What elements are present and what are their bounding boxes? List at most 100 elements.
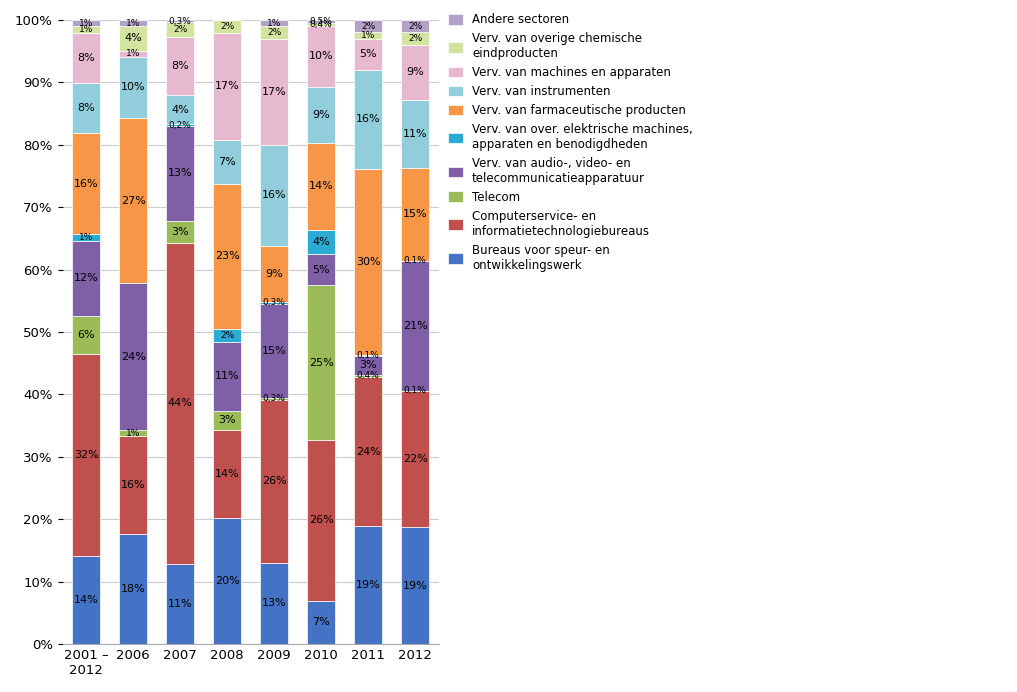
- Bar: [354, 377, 382, 526]
- Bar: [119, 430, 147, 436]
- Text: 9%: 9%: [407, 67, 424, 78]
- Bar: [401, 100, 429, 168]
- Bar: [166, 37, 194, 95]
- Text: 11%: 11%: [168, 599, 192, 609]
- Text: 0,5%: 0,5%: [310, 17, 333, 26]
- Text: 32%: 32%: [73, 450, 99, 460]
- Bar: [72, 134, 101, 235]
- Bar: [72, 83, 101, 134]
- Text: 23%: 23%: [215, 251, 240, 262]
- Text: 26%: 26%: [309, 516, 334, 525]
- Bar: [354, 39, 382, 70]
- Bar: [354, 20, 382, 33]
- Bar: [119, 51, 147, 57]
- Text: 19%: 19%: [403, 581, 427, 590]
- Bar: [72, 316, 101, 354]
- Text: 1%: 1%: [361, 31, 375, 40]
- Bar: [401, 33, 429, 45]
- Bar: [307, 601, 336, 644]
- Text: 8%: 8%: [77, 53, 95, 63]
- Bar: [354, 374, 382, 377]
- Bar: [307, 143, 336, 230]
- Bar: [307, 23, 336, 26]
- Bar: [401, 168, 429, 260]
- Text: 1%: 1%: [126, 19, 140, 28]
- Bar: [72, 241, 101, 316]
- Text: 4%: 4%: [124, 33, 142, 44]
- Text: 2%: 2%: [408, 21, 422, 30]
- Text: 9%: 9%: [312, 110, 331, 120]
- Bar: [72, 33, 101, 83]
- Bar: [213, 518, 241, 644]
- Text: 15%: 15%: [403, 209, 427, 219]
- Bar: [260, 302, 288, 304]
- Bar: [119, 26, 147, 51]
- Bar: [72, 235, 101, 241]
- Bar: [213, 184, 241, 329]
- Text: 15%: 15%: [261, 346, 287, 356]
- Text: 44%: 44%: [168, 398, 192, 408]
- Bar: [166, 95, 194, 125]
- Bar: [307, 20, 336, 23]
- Bar: [260, 26, 288, 39]
- Bar: [119, 283, 147, 430]
- Text: 1%: 1%: [79, 233, 94, 242]
- Text: 0,4%: 0,4%: [310, 20, 333, 29]
- Text: 3%: 3%: [219, 415, 236, 426]
- Text: 13%: 13%: [168, 168, 192, 179]
- Text: 4%: 4%: [312, 237, 331, 247]
- Bar: [213, 430, 241, 518]
- Text: 11%: 11%: [215, 371, 239, 381]
- Text: 1%: 1%: [267, 19, 282, 28]
- Text: 1%: 1%: [126, 428, 140, 437]
- Text: 4%: 4%: [171, 104, 189, 115]
- Text: 25%: 25%: [309, 358, 334, 367]
- Bar: [354, 169, 382, 356]
- Text: 7%: 7%: [312, 617, 331, 628]
- Text: 5%: 5%: [312, 265, 331, 275]
- Bar: [401, 45, 429, 100]
- Bar: [119, 57, 147, 118]
- Text: 11%: 11%: [403, 129, 427, 139]
- Bar: [166, 221, 194, 243]
- Bar: [119, 118, 147, 283]
- Bar: [213, 140, 241, 184]
- Text: 7%: 7%: [219, 157, 236, 167]
- Text: 0,2%: 0,2%: [169, 120, 191, 129]
- Text: 2%: 2%: [220, 22, 234, 31]
- Bar: [166, 125, 194, 126]
- Bar: [166, 564, 194, 644]
- Text: 1%: 1%: [79, 19, 94, 28]
- Text: 10%: 10%: [309, 51, 334, 62]
- Bar: [260, 563, 288, 644]
- Bar: [213, 20, 241, 33]
- Bar: [260, 246, 288, 302]
- Bar: [354, 356, 382, 374]
- Text: 2%: 2%: [267, 28, 282, 37]
- Text: 17%: 17%: [261, 87, 287, 97]
- Text: 10%: 10%: [121, 82, 145, 92]
- Text: 21%: 21%: [403, 321, 427, 331]
- Text: 12%: 12%: [73, 273, 99, 284]
- Bar: [166, 126, 194, 221]
- Bar: [401, 261, 429, 391]
- Bar: [401, 20, 429, 33]
- Text: 1%: 1%: [79, 25, 94, 34]
- Text: 2%: 2%: [173, 25, 187, 34]
- Text: 30%: 30%: [356, 257, 380, 267]
- Text: 0,1%: 0,1%: [404, 256, 427, 265]
- Bar: [260, 145, 288, 246]
- Text: 3%: 3%: [359, 361, 377, 370]
- Bar: [119, 436, 147, 534]
- Text: 16%: 16%: [74, 179, 99, 189]
- Bar: [307, 255, 336, 285]
- Bar: [72, 26, 101, 33]
- Text: 14%: 14%: [215, 469, 240, 479]
- Bar: [401, 391, 429, 527]
- Bar: [166, 20, 194, 22]
- Bar: [307, 285, 336, 440]
- Bar: [354, 70, 382, 169]
- Text: 19%: 19%: [356, 580, 380, 590]
- Bar: [307, 440, 336, 601]
- Bar: [260, 400, 288, 563]
